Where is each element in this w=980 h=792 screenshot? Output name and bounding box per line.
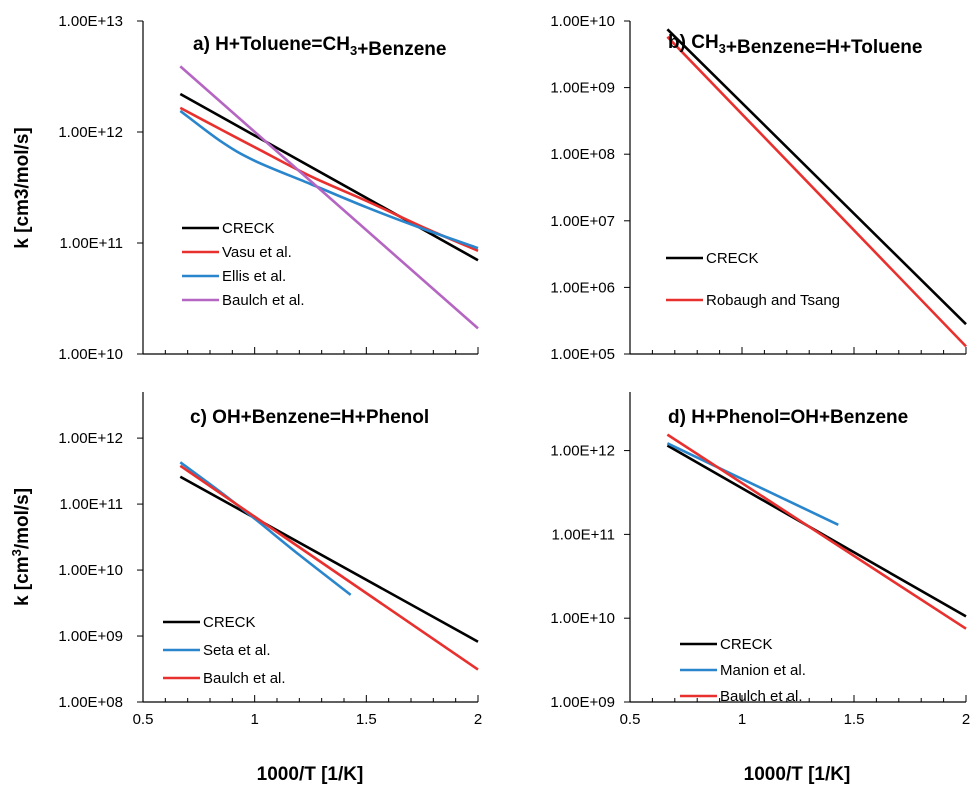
chart-panel-3: 1.00E+08 1.00E+09 1.00E+10 1.00E+11 1.00E+12…: [58, 392, 482, 728]
legend-label-creck: CRECK: [203, 614, 256, 631]
legend-label-baulch-et-al: Baulch et al.: [720, 688, 803, 705]
y-tick-label: 1.00E+10: [58, 346, 123, 363]
panel-title: a) H+Toluene=CH3+Benzene: [193, 34, 446, 60]
y-tick-label: 1.00E+10: [550, 610, 615, 627]
panel-title: d) H+Phenol=OH+Benzene: [668, 407, 908, 428]
series-line-vasu-et-al: [179, 106, 479, 252]
legend-label-robaugh-and-tsang: Robaugh and Tsang: [706, 292, 840, 309]
y-tick-label: 1.00E+10: [58, 562, 123, 579]
x-tick-label: 1: [738, 711, 746, 728]
series-line-robaugh-and-tsang: [666, 35, 967, 348]
y-axis-title-bottom: k [cm3/mol/s]: [9, 488, 33, 606]
y-tick-label: 1.00E+08: [550, 146, 615, 163]
x-tick-label: 0.5: [620, 711, 641, 728]
series-line-ellis-et-al: [179, 109, 479, 250]
x-tick-label: 1.5: [356, 711, 377, 728]
y-tick-label: 1.00E+09: [550, 80, 615, 97]
series-line-baulch-et-al: [179, 65, 479, 330]
x-tick-label: 1: [250, 711, 258, 728]
x-tick-label: 2: [474, 711, 482, 728]
series-line-creck: [179, 92, 479, 262]
series-line-seta-et-al: [179, 461, 352, 596]
y-tick-label: 1.00E+12: [550, 443, 615, 460]
x-axis-title-right: 1000/T [1/K]: [744, 764, 851, 785]
legend-label-baulch-et-al: Baulch et al.: [203, 670, 286, 687]
chart-panel-4: 1.00E+09 1.00E+10 1.00E+11 1.00E+12 0.5 1 1.5 2…: [550, 392, 970, 728]
y-tick-label: 1.00E+09: [550, 694, 615, 711]
x-tick-label: 0.5: [133, 711, 154, 728]
y-tick-label: 1.00E+11: [59, 235, 123, 252]
y-tick-label: 1.00E+05: [550, 346, 615, 363]
y-tick-label: 1.00E+12: [58, 124, 123, 141]
x-axis-title-left: 1000/T [1/K]: [257, 764, 364, 785]
chart-panel-1: 1.00E+10 1.00E+11 1.00E+12 1.00E+13 CRECK Vas…: [58, 13, 479, 363]
legend-label-seta-et-al: Seta et al.: [203, 642, 271, 659]
y-tick-label: 1.00E+11: [59, 496, 123, 513]
y-tick-label: 1.00E+11: [551, 526, 615, 543]
y-tick-label: 1.00E+12: [58, 430, 123, 447]
series-line-creck: [179, 475, 479, 643]
legend-label-manion-et-al: Manion et al.: [720, 662, 806, 679]
panel-title: b) CH3+Benzene=H+Toluene: [668, 32, 922, 58]
y-axis-title-top: k [cm3/mol/s]: [12, 127, 33, 248]
series-line-manion-et-al: [666, 442, 839, 526]
legend-label-creck: CRECK: [720, 636, 773, 653]
y-tick-label: 1.00E+07: [550, 213, 615, 230]
series-line-creck: [666, 28, 967, 326]
y-tick-label: 1.00E+13: [58, 13, 123, 30]
legend-label-ellis-et-al: Ellis et al.: [222, 268, 286, 285]
y-tick-label: 1.00E+08: [58, 694, 123, 711]
y-tick-label: 1.00E+10: [550, 13, 615, 30]
y-tick-label: 1.00E+06: [550, 279, 615, 296]
y-tick-label: 1.00E+09: [58, 628, 123, 645]
x-tick-label: 2: [962, 711, 970, 728]
chart-panel-2: 1.00E+05 1.00E+06 1.00E+07 1.00E+08 1.00E+09…: [550, 13, 967, 363]
series-line-baulch-et-al: [666, 433, 967, 630]
legend-label-creck: CRECK: [222, 220, 275, 237]
legend-label-vasu-et-al: Vasu et al.: [222, 244, 292, 261]
series-line-baulch-et-al: [179, 464, 479, 671]
panel-title: c) OH+Benzene=H+Phenol: [190, 407, 429, 428]
legend-label-creck: CRECK: [706, 250, 759, 267]
legend-label-baulch-et-al: Baulch et al.: [222, 292, 305, 309]
x-tick-label: 1.5: [844, 711, 865, 728]
